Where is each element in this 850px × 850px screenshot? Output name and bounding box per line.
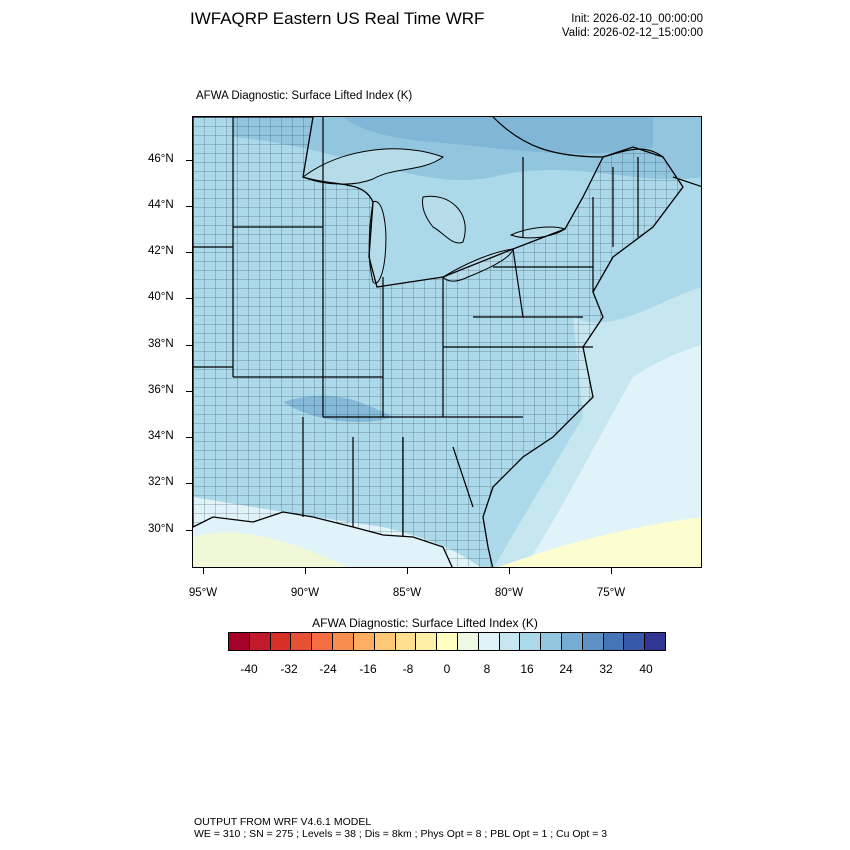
colorbar-swatch	[603, 633, 625, 650]
lat-tick	[186, 437, 192, 438]
map-plot[interactable]	[192, 116, 702, 568]
colorbar-swatch	[291, 633, 313, 650]
us-land-counties	[193, 117, 684, 567]
lat-tick	[186, 483, 192, 484]
colorbar-swatch	[437, 633, 458, 650]
lon-label: 90°W	[290, 587, 320, 599]
coastline-north	[492, 117, 664, 158]
colorbar-swatch	[520, 633, 542, 650]
footer-model: OUTPUT FROM WRF V4.6.1 MODEL	[194, 816, 372, 828]
lat-label: 46°N	[148, 153, 174, 165]
lat-label: 38°N	[148, 338, 174, 350]
colorbar-label: 8	[483, 662, 491, 676]
colorbar-swatch	[541, 633, 562, 650]
plot-title: AFWA Diagnostic: Surface Lifted Index (K…	[196, 90, 413, 102]
colorbar-swatch	[353, 633, 375, 650]
lon-tick	[407, 568, 408, 574]
colorbar-label: 16	[520, 662, 534, 676]
lat-label: 36°N	[148, 384, 174, 396]
colorbar-label: -8	[402, 662, 414, 676]
colorbar-swatch	[499, 633, 521, 650]
lon-tick	[611, 568, 612, 574]
lon-label: 95°W	[188, 587, 218, 599]
colorbar-swatch	[582, 633, 604, 650]
colorbar-label: -32	[280, 662, 298, 676]
lat-tick	[186, 530, 192, 531]
colorbar-swatch	[457, 633, 479, 650]
colorbar-swatch	[624, 633, 646, 650]
colorbar-swatch	[312, 633, 334, 650]
lon-label: 85°W	[392, 587, 422, 599]
lat-label: 34°N	[148, 430, 174, 442]
colorbar	[228, 632, 666, 651]
lat-label: 40°N	[148, 291, 174, 303]
lat-tick	[186, 206, 192, 207]
lon-tick	[203, 568, 204, 574]
colorbar-swatch	[333, 633, 354, 650]
valid-time: Valid: 2026-02-12_15:00:00	[561, 27, 703, 39]
lat-tick	[186, 160, 192, 161]
colorbar-swatch	[562, 633, 583, 650]
colorbar-swatch	[645, 633, 666, 650]
lat-tick	[186, 252, 192, 253]
colorbar-swatch	[478, 633, 500, 650]
field-zone-gulf-light	[193, 532, 349, 567]
colorbar-swatch	[229, 633, 250, 650]
field-zone-north-dark	[343, 117, 653, 154]
colorbar-swatch	[416, 633, 438, 650]
lon-label: 80°W	[494, 587, 524, 599]
field-zone-atlantic-light	[524, 345, 701, 567]
state-boundaries	[193, 117, 639, 537]
map-canvas	[193, 117, 701, 567]
footer-config: WE = 310 ; SN = 275 ; Levels = 38 ; Dis …	[194, 828, 608, 840]
lat-label: 44°N	[148, 199, 174, 211]
colorbar-swatch	[374, 633, 396, 650]
colorbar-swatch	[395, 633, 417, 650]
colorbar-swatch	[249, 633, 271, 650]
colorbar-label: 0	[443, 662, 451, 676]
lat-label: 42°N	[148, 245, 174, 257]
lat-label: 30°N	[148, 523, 174, 535]
lat-tick	[186, 298, 192, 299]
colorbar-label: 40	[639, 662, 653, 676]
lon-tick	[509, 568, 510, 574]
lat-label: 32°N	[148, 476, 174, 488]
colorbar-label: -40	[240, 662, 258, 676]
lat-tick	[186, 345, 192, 346]
init-time: Init: 2026-02-10_00:00:00	[571, 13, 703, 25]
colorbar-label: 32	[599, 662, 613, 676]
lon-tick	[305, 568, 306, 574]
colorbar-label: -16	[359, 662, 377, 676]
lake-huron	[422, 195, 466, 244]
colorbar-label: -24	[319, 662, 337, 676]
colorbar-label: 24	[559, 662, 573, 676]
lat-tick	[186, 391, 192, 392]
page-title: IWFAQRP Eastern US Real Time WRF	[190, 9, 485, 28]
colorbar-title: AFWA Diagnostic: Surface Lifted Index (K…	[312, 616, 538, 630]
lon-label: 75°W	[596, 587, 626, 599]
field-zone-southeast	[498, 517, 701, 567]
coastline-maritime	[672, 176, 701, 187]
colorbar-swatch	[270, 633, 292, 650]
